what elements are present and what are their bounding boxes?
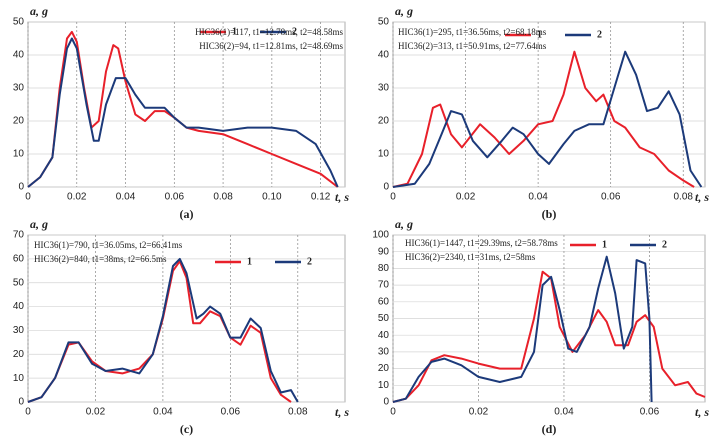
data-line bbox=[27, 37, 339, 188]
panel-label: (d) bbox=[542, 422, 557, 436]
y-tick-label: 70 bbox=[378, 280, 390, 291]
x-tick-label: 0 bbox=[390, 192, 396, 203]
annotation: HIC36(2)=94, t1=12.81ms, t2=48.69ms bbox=[199, 41, 343, 51]
x-axis-label: t, s bbox=[335, 405, 349, 419]
y-tick-label: 80 bbox=[378, 263, 390, 274]
data-line bbox=[27, 30, 339, 188]
annotation: HIC36(2)=840, t1=38ms, t2=66.5ms bbox=[34, 254, 167, 264]
y-tick-label: 10 bbox=[378, 380, 390, 391]
x-tick-label: 0.06 bbox=[221, 407, 241, 418]
y-tick-label: 30 bbox=[378, 83, 390, 94]
annotation: HIC36(1)=295, t1=36.56ms, t2=68.18ms bbox=[398, 27, 547, 37]
legend-label: 1 bbox=[602, 239, 607, 250]
panel: 0 10 20 30 40 50 0 0.02 0.04 0.06 0.08 0.10 0.12 1 2 HI… bbox=[13, 4, 349, 221]
panel-label: (b) bbox=[542, 207, 557, 221]
legend-label: 2 bbox=[307, 256, 312, 267]
y-axis-label: a, g bbox=[395, 217, 413, 231]
x-tick-label: 0.02 bbox=[86, 407, 106, 418]
x-tick-label: 0.08 bbox=[288, 407, 308, 418]
panel: 0 10 20 30 40 50 60 70 0 0.02 0.04 0.06 0.08 1 2 HIC36(… bbox=[13, 217, 349, 436]
x-tick-label: 0 bbox=[25, 192, 31, 203]
x-tick-label: 0.04 bbox=[554, 407, 574, 418]
legend-label: 2 bbox=[662, 239, 667, 250]
y-tick-label: 20 bbox=[13, 116, 25, 127]
x-tick-label: 0.02 bbox=[469, 407, 489, 418]
panel: 0 10 20 30 40 50 0 0.02 0.04 0.06 0.08 1 2 HIC36(1)=2… bbox=[378, 4, 709, 221]
y-tick-label: 50 bbox=[378, 313, 390, 324]
x-tick-label: 0.06 bbox=[601, 192, 621, 203]
x-tick-label: 0.04 bbox=[528, 192, 548, 203]
x-tick-label: 0 bbox=[390, 407, 396, 418]
panel: 0 10 20 30 40 50 60 70 80 90 100 0 0.02 0.04 0.06 1 2 HIC… bbox=[372, 217, 709, 436]
legend-label: 1 bbox=[232, 26, 237, 37]
y-axis-label: a, g bbox=[30, 4, 48, 18]
data-line bbox=[392, 50, 703, 188]
y-axis-label: a, g bbox=[395, 4, 413, 18]
y-tick-label: 50 bbox=[13, 17, 25, 28]
y-tick-label: 0 bbox=[18, 182, 24, 193]
panel-label: (c) bbox=[180, 422, 193, 436]
x-axis-label: t, s bbox=[335, 190, 349, 204]
y-axis-label: a, g bbox=[30, 217, 48, 231]
legend-label: 2 bbox=[292, 26, 297, 37]
y-tick-label: 30 bbox=[378, 347, 390, 358]
y-tick-label: 40 bbox=[13, 50, 25, 61]
y-tick-label: 50 bbox=[13, 277, 25, 288]
x-tick-label: 0.06 bbox=[640, 407, 660, 418]
x-tick-label: 0.04 bbox=[116, 192, 136, 203]
y-tick-label: 20 bbox=[13, 349, 25, 360]
x-axis-label: t, s bbox=[695, 190, 709, 204]
annotation: HIC36(1)=790, t1=36.05ms, t2=66.41ms bbox=[34, 240, 183, 250]
legend-label: 2 bbox=[597, 29, 602, 40]
annotation: HIC36(1)=117, t1=12.78ms, t2=48.58ms bbox=[195, 27, 343, 37]
x-tick-label: 0.04 bbox=[153, 407, 173, 418]
y-tick-label: 30 bbox=[13, 325, 25, 336]
annotation: HIC36(2)=2340, t1=31ms, t2=58ms bbox=[405, 252, 536, 262]
data-line bbox=[392, 270, 706, 403]
y-tick-label: 70 bbox=[13, 230, 25, 241]
y-tick-label: 0 bbox=[18, 397, 24, 408]
legend-label: 1 bbox=[247, 256, 252, 267]
y-tick-label: 60 bbox=[378, 296, 390, 307]
y-tick-label: 10 bbox=[378, 149, 390, 160]
data-line bbox=[392, 255, 653, 403]
x-tick-label: 0.08 bbox=[673, 192, 693, 203]
x-tick-label: 0.12 bbox=[311, 192, 331, 203]
y-tick-label: 0 bbox=[383, 182, 389, 193]
y-tick-label: 20 bbox=[378, 363, 390, 374]
data-line bbox=[27, 257, 299, 403]
x-tick-label: 0 bbox=[25, 407, 31, 418]
x-tick-label: 0.02 bbox=[456, 192, 476, 203]
y-tick-label: 40 bbox=[378, 50, 390, 61]
y-tick-label: 10 bbox=[13, 373, 25, 384]
y-tick-label: 40 bbox=[13, 301, 25, 312]
y-tick-label: 10 bbox=[13, 149, 25, 160]
x-tick-label: 0.08 bbox=[213, 192, 233, 203]
y-tick-label: 20 bbox=[378, 116, 390, 127]
y-tick-label: 30 bbox=[13, 83, 25, 94]
annotation: HIC36(1)=1447, t1=29.39ms, t2=58.78ms bbox=[405, 238, 558, 248]
x-axis-label: t, s bbox=[695, 405, 709, 419]
x-tick-label: 0.02 bbox=[67, 192, 87, 203]
annotation: HIC36(2)=313, t1=50.91ms, t2=77.64ms bbox=[398, 41, 547, 51]
panel-label: (a) bbox=[180, 207, 194, 221]
x-tick-label: 0.06 bbox=[165, 192, 185, 203]
y-tick-label: 0 bbox=[383, 397, 389, 408]
y-tick-label: 60 bbox=[13, 253, 25, 264]
y-tick-label: 100 bbox=[372, 230, 389, 241]
x-tick-label: 0.10 bbox=[262, 192, 282, 203]
y-tick-label: 50 bbox=[378, 17, 390, 28]
y-tick-label: 90 bbox=[378, 246, 390, 257]
data-line bbox=[392, 50, 695, 188]
y-tick-label: 40 bbox=[378, 330, 390, 341]
legend-label: 1 bbox=[537, 29, 542, 40]
